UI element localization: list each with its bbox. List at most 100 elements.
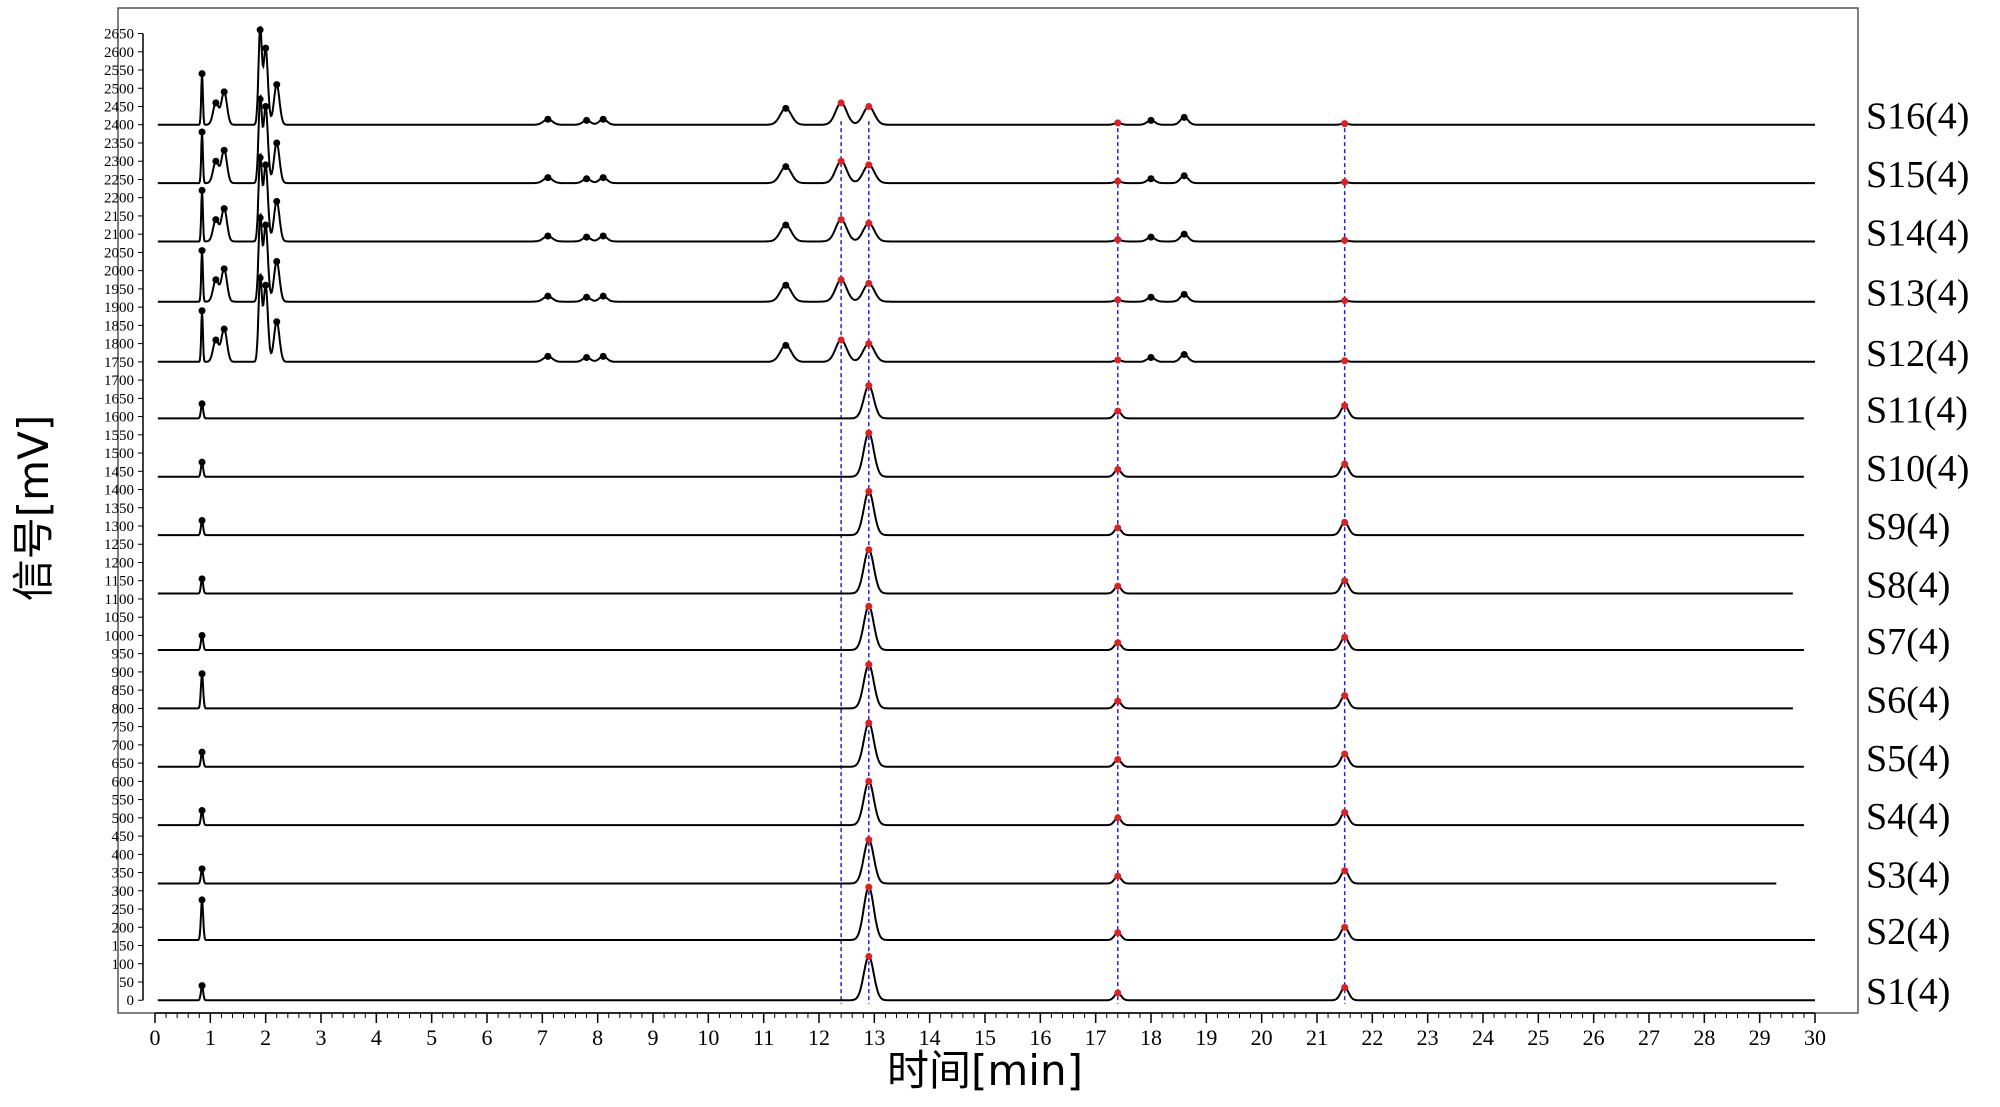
y-tick-label: 1900 (104, 300, 134, 316)
peak-point (1147, 353, 1155, 361)
series-label: S10(4) (1866, 448, 1969, 490)
y-tick-label: 1150 (105, 574, 134, 590)
peak-point (837, 216, 845, 224)
series-label: S2(4) (1866, 911, 1950, 953)
y-tick-label: 1700 (104, 373, 134, 389)
y-tick-label: 2150 (104, 209, 134, 225)
series-label: S16(4) (1866, 96, 1969, 138)
peak-point (1341, 633, 1349, 641)
series-trace (157, 93, 1815, 185)
peak-point (599, 174, 607, 182)
y-tick-label: 2300 (104, 154, 134, 170)
peak-point (198, 748, 206, 756)
peak-point (1180, 230, 1188, 238)
peak-point (865, 661, 873, 669)
y-tick-label: 1550 (104, 428, 134, 444)
y-tick-label: 1300 (104, 519, 134, 535)
peak-point (1114, 356, 1122, 364)
y-tick-label: 750 (112, 720, 135, 736)
peak-point (273, 81, 281, 89)
peak-point (198, 128, 206, 136)
x-tick-label: 7 (537, 1025, 548, 1050)
peak-point (1114, 872, 1122, 880)
peak-point (1341, 460, 1349, 468)
peak-point (782, 341, 790, 349)
peak-point (1341, 518, 1349, 526)
peak-point (256, 214, 264, 222)
peak-point (1341, 983, 1349, 991)
peak-point (273, 258, 281, 266)
peak-point (198, 458, 206, 466)
x-tick-label: 8 (592, 1025, 603, 1050)
peak-point (198, 186, 206, 194)
y-tick-label: 250 (112, 902, 135, 918)
y-tick-label: 200 (112, 920, 135, 936)
x-tick-label: 26 (1583, 1025, 1605, 1050)
peak-point (865, 279, 873, 287)
peak-point (865, 719, 873, 727)
series-trace (157, 886, 1815, 941)
peak-point (837, 276, 845, 284)
x-tick-label: 14 (919, 1025, 941, 1050)
peak-point (865, 546, 873, 554)
y-tick-label: 1600 (104, 410, 134, 426)
x-tick-label: 0 (150, 1025, 161, 1050)
x-axis-title: 时间[min] (887, 1046, 1083, 1095)
peak-point (865, 219, 873, 227)
peak-point (865, 161, 873, 169)
x-tick-label: 28 (1693, 1025, 1715, 1050)
peak-point (1341, 236, 1349, 244)
peak-point (1114, 407, 1122, 415)
peak-point (599, 352, 607, 360)
peak-point (865, 102, 873, 110)
y-tick-label: 2000 (104, 264, 134, 280)
y-axis-title: 信号[mV] (9, 415, 58, 601)
series-label: S11(4) (1866, 389, 1968, 431)
peak-point (220, 146, 228, 154)
y-tick-label: 550 (112, 793, 135, 809)
peak-point (1114, 755, 1122, 763)
marker-lines (840, 121, 1346, 1004)
x-tick-label: 11 (753, 1025, 774, 1050)
peak-point (198, 247, 206, 255)
series-labels: S1(4) S2(4) S3(4) S4(4) S5(4) S6(4) S7(4) S8(4)… (1866, 96, 1969, 1013)
series-trace (157, 605, 1804, 651)
x-tick-label: 3 (316, 1025, 327, 1050)
y-tick-label: 1350 (104, 501, 134, 517)
peak-point (198, 70, 206, 78)
peak-point (544, 115, 552, 123)
y-tick-label: 600 (112, 774, 135, 790)
peak-point (1114, 582, 1122, 590)
series-trace (157, 780, 1804, 827)
y-tick-label: 850 (112, 683, 135, 699)
y-tick-label: 1200 (104, 555, 134, 571)
series-label: S1(4) (1866, 971, 1950, 1013)
series-label: S12(4) (1866, 333, 1969, 375)
peak-point (837, 99, 845, 107)
peak-point (865, 777, 873, 785)
series-trace (157, 272, 1815, 363)
y-tick-label: 700 (112, 738, 135, 754)
peak-point (198, 517, 206, 525)
peak-point (1180, 351, 1188, 359)
peak-point (198, 670, 206, 678)
x-tick-label: 9 (648, 1025, 659, 1050)
y-tick-label: 950 (112, 647, 135, 663)
y-tick-label: 1800 (104, 337, 134, 353)
peak-point (1114, 697, 1122, 705)
y-tick-label: 2500 (104, 81, 134, 97)
x-tick-label: 30 (1804, 1025, 1826, 1050)
peak-point (599, 115, 607, 123)
y-tick-label: 2550 (104, 63, 134, 79)
x-axis: 0 1 2 3 4 5 6 7 8 9 10 11 12 13 14 15 16 17 18 19 20 21 22 23 24… (150, 1012, 1826, 1050)
x-tick-label: 29 (1749, 1025, 1771, 1050)
peak-point (1114, 465, 1122, 473)
series-trace (157, 152, 1815, 243)
peak-point (262, 221, 270, 229)
peak-point (1147, 293, 1155, 301)
y-tick-label: 1850 (104, 318, 134, 334)
y-tick-label: 2200 (104, 191, 134, 207)
peak-point (262, 161, 270, 169)
y-tick-label: 2450 (104, 99, 134, 115)
series-trace (157, 212, 1815, 303)
